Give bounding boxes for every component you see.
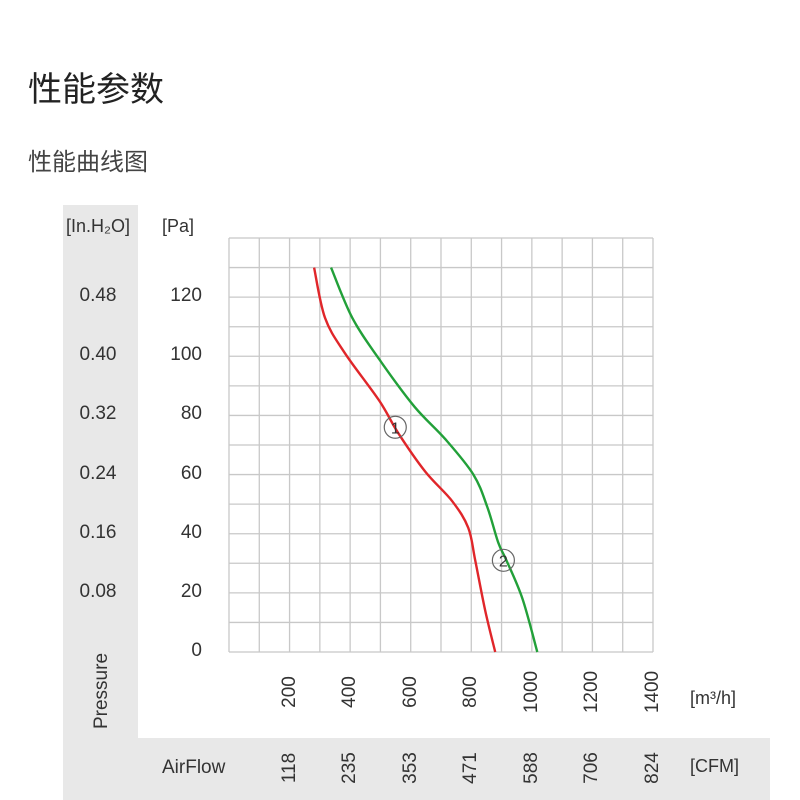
y-tick-label: 60 xyxy=(180,462,202,484)
y-unit-primary: [Pa] xyxy=(162,216,195,236)
y-unit-secondary: [In.H₂O] xyxy=(66,216,131,236)
series-line-1 xyxy=(312,267,497,653)
secondary-x-axis-band xyxy=(63,738,770,800)
y-tick-label-secondary: 0.08 xyxy=(79,580,117,602)
y-tick-label: 20 xyxy=(180,580,202,602)
page-title: 性能参数 xyxy=(28,70,164,110)
y-tick-label-secondary: 0.40 xyxy=(79,344,117,366)
y-tick-label-secondary: 0.32 xyxy=(79,403,117,425)
y-tick-label: 100 xyxy=(170,344,202,366)
y-tick-label: 0 xyxy=(191,640,202,661)
y-tick-label: 120 xyxy=(170,285,202,307)
chart-section-title: 性能曲线图 xyxy=(28,148,148,176)
y-tick-label: 80 xyxy=(180,403,202,425)
y-tick-label-secondary: 0.16 xyxy=(79,521,117,543)
secondary-y-axis-band xyxy=(63,205,138,800)
y-tick-label-secondary: 0.24 xyxy=(79,462,117,484)
y-tick-label-secondary: 0.48 xyxy=(79,285,117,307)
curve-marker-circle-1 xyxy=(383,415,407,439)
y-tick-label: 40 xyxy=(180,521,202,543)
x-unit-secondary: [CFM] xyxy=(690,756,739,776)
curve-marker-label-2: 2 xyxy=(499,553,508,570)
curve-marker-label-1: 1 xyxy=(391,420,400,437)
series-line-2 xyxy=(329,267,539,653)
x-axis-label: AirFlow xyxy=(162,757,226,778)
curve-marker-circle-2 xyxy=(491,548,515,572)
x-unit-primary: [m³/h] xyxy=(690,688,737,708)
